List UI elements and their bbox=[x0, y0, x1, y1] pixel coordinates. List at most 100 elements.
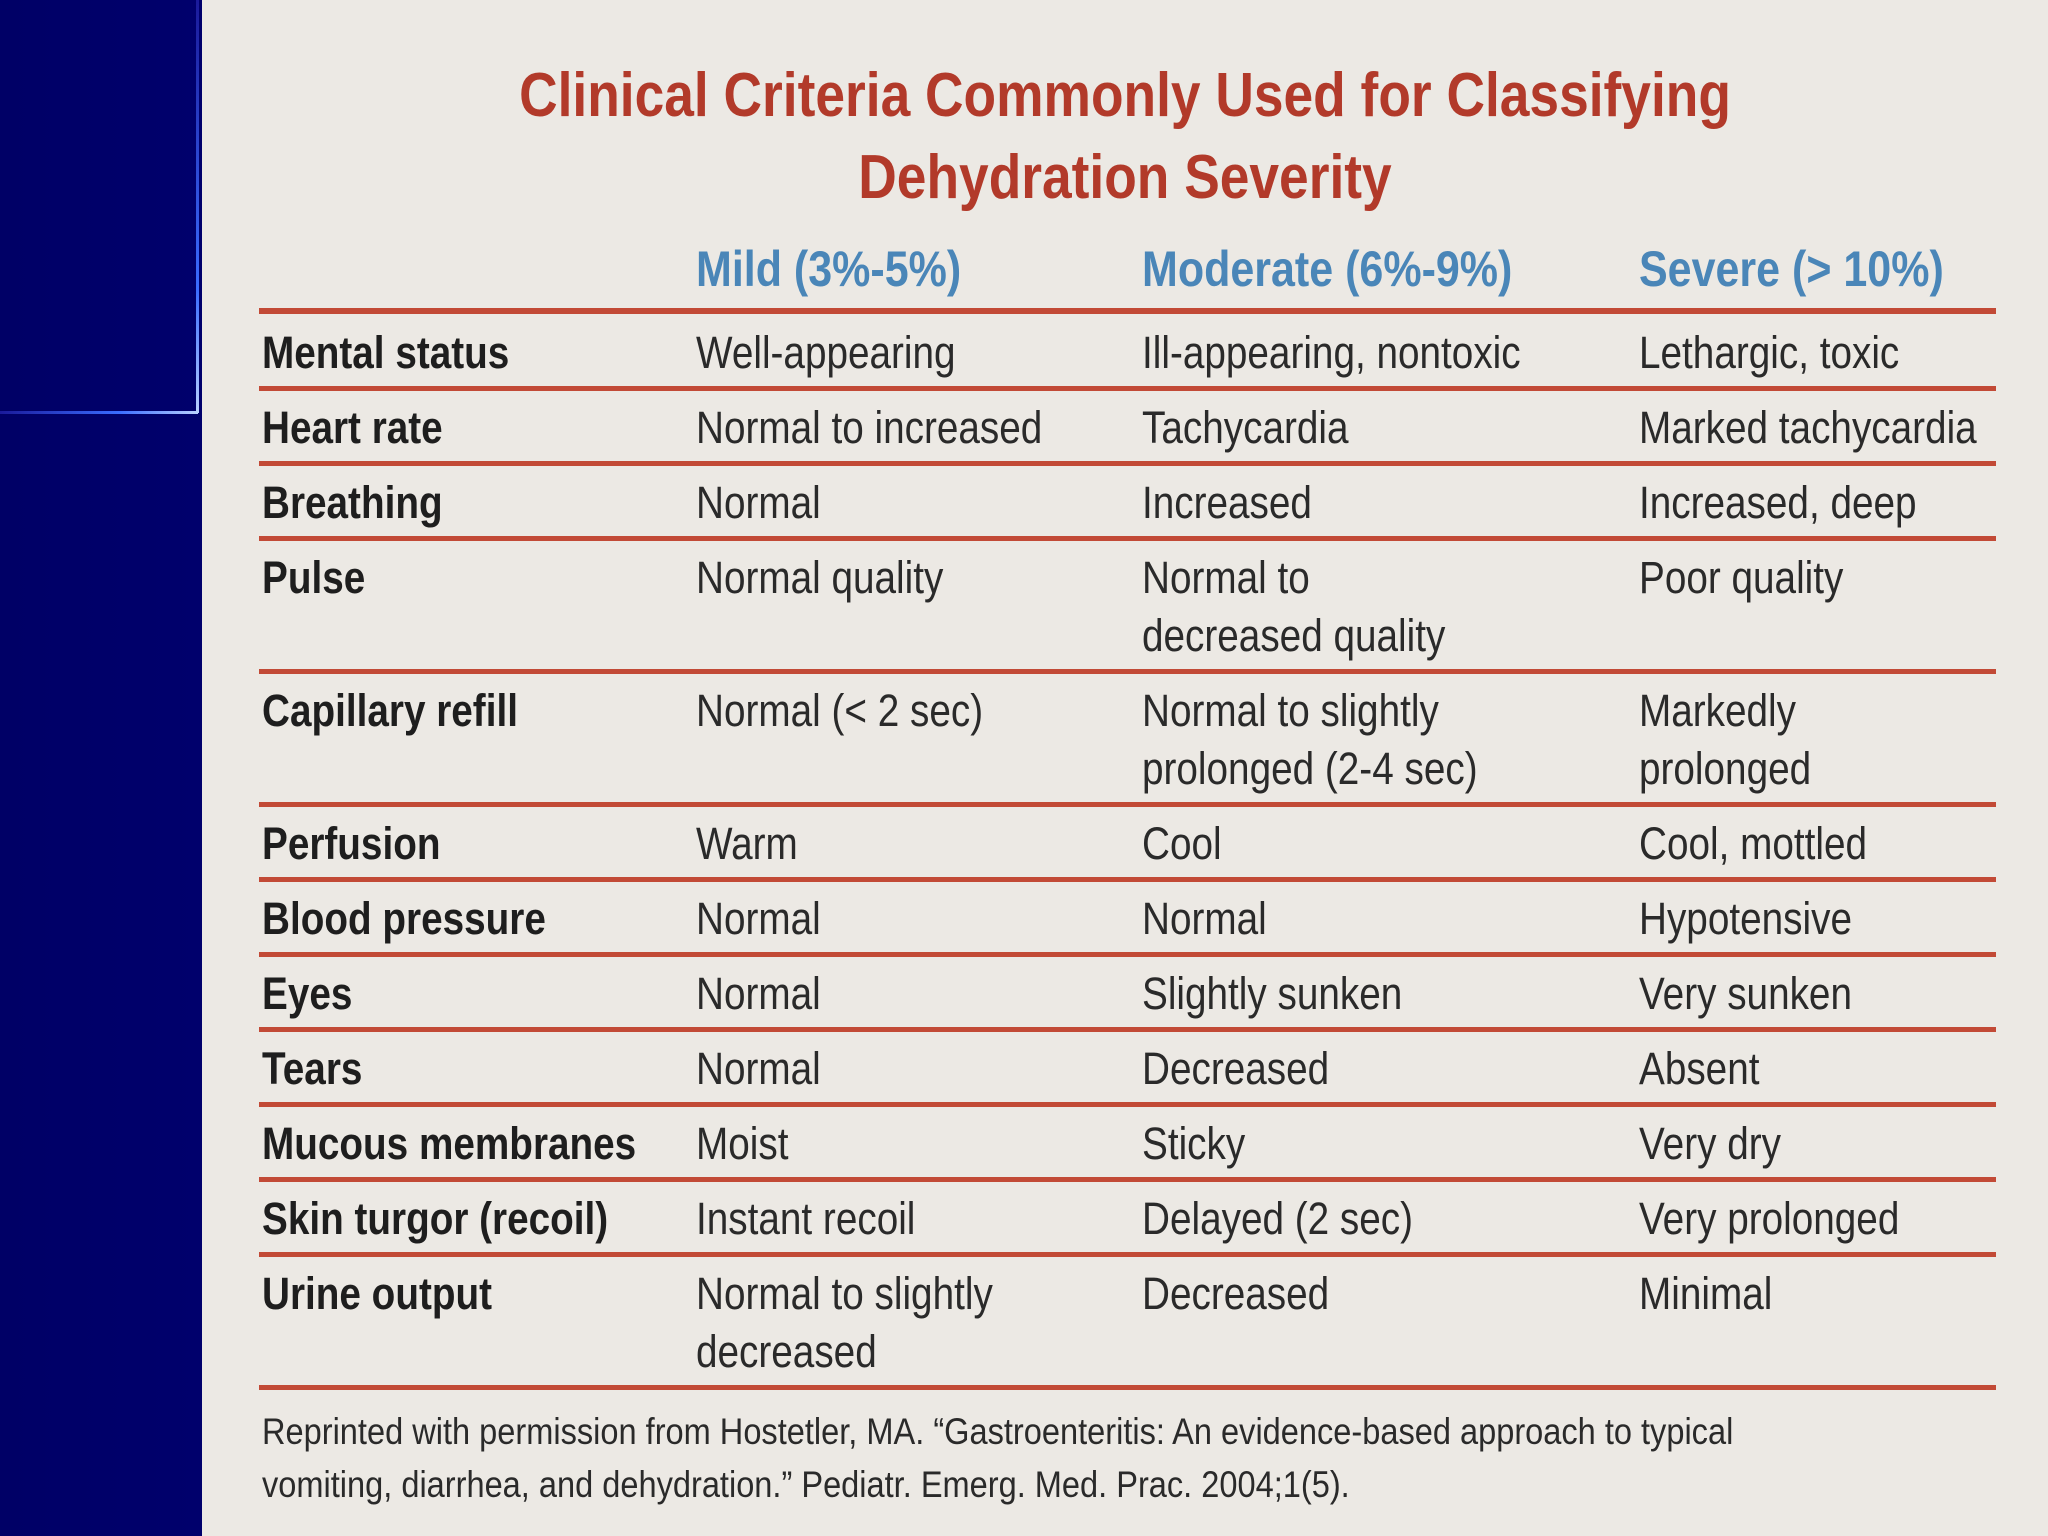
row-divider bbox=[259, 461, 1996, 466]
cell-moderate: Increased bbox=[1142, 474, 1312, 532]
cell-severe: Lethargic, toxic bbox=[1639, 324, 1899, 382]
cell-line: Normal bbox=[696, 1043, 821, 1094]
cell-line: Delayed (2 sec) bbox=[1142, 1193, 1414, 1244]
cell-moderate: Slightly sunken bbox=[1142, 965, 1402, 1023]
cell-line: Decreased bbox=[1142, 1043, 1330, 1094]
cell-line: Normal quality bbox=[696, 552, 944, 603]
cell-line: Very sunken bbox=[1639, 968, 1852, 1019]
cell-line: Cool bbox=[1142, 818, 1222, 869]
column-header-moderate: Moderate (6%-9%) bbox=[1142, 241, 1513, 297]
cell-line: Normal bbox=[696, 968, 821, 1019]
row-label: Pulse bbox=[262, 552, 366, 603]
cell-moderate: Decreased bbox=[1142, 1040, 1329, 1098]
cell-moderate: Decreased bbox=[1142, 1265, 1329, 1323]
cell-mild: Normal to increased bbox=[696, 399, 1042, 457]
cell-mild: Normal bbox=[696, 474, 821, 532]
cell-severe: Very sunken bbox=[1639, 965, 1852, 1023]
cell-mild: Warm bbox=[696, 815, 798, 873]
table-title: Clinical Criteria Commonly Used for Clas… bbox=[331, 55, 1919, 219]
cell-line: Marked tachycardia bbox=[1639, 402, 1977, 453]
row-label: Urine output bbox=[262, 1268, 493, 1319]
cell-severe: Very prolonged bbox=[1639, 1190, 1899, 1248]
cell-line: Normal to bbox=[1142, 552, 1310, 603]
row-divider bbox=[259, 386, 1996, 391]
cell-line: Moist bbox=[696, 1118, 789, 1169]
cell-severe: Cool, mottled bbox=[1639, 815, 1867, 873]
header-rule bbox=[259, 308, 1996, 314]
title-line-1: Clinical Criteria Commonly Used for Clas… bbox=[519, 61, 1731, 130]
cell-line: Minimal bbox=[1639, 1268, 1773, 1319]
cell-mild: Moist bbox=[696, 1115, 788, 1173]
cell-moderate: Tachycardia bbox=[1142, 399, 1349, 457]
cell-line: Absent bbox=[1639, 1043, 1760, 1094]
cell-moderate: Delayed (2 sec) bbox=[1142, 1190, 1413, 1248]
footnote-line-2: vomiting, diarrhea, and dehydration.” Pe… bbox=[262, 1464, 1350, 1505]
cell-severe: Poor quality bbox=[1639, 549, 1843, 607]
row-divider bbox=[259, 536, 1996, 541]
cell-severe: Markedly prolonged bbox=[1639, 682, 1811, 798]
column-header-mild: Mild (3%-5%) bbox=[696, 241, 962, 297]
footnote-line-1: Reprinted with permission from Hostetler… bbox=[262, 1411, 1734, 1452]
cell-line: Ill-appearing, nontoxic bbox=[1142, 327, 1521, 378]
row-divider bbox=[259, 802, 1996, 807]
cell-mild: Normal (< 2 sec) bbox=[696, 682, 983, 740]
row-label: Mental status bbox=[262, 327, 510, 378]
cell-line: Normal to increased bbox=[696, 402, 1043, 453]
title-line-2: Dehydration Severity bbox=[858, 143, 1392, 212]
cell-line: Well-appearing bbox=[696, 327, 956, 378]
row-divider bbox=[259, 877, 1996, 882]
cell-line: prolonged bbox=[1639, 743, 1812, 794]
cell-severe: Minimal bbox=[1639, 1265, 1772, 1323]
cell-severe: Marked tachycardia bbox=[1639, 399, 1977, 457]
row-label: Perfusion bbox=[262, 818, 441, 869]
cell-line: Decreased bbox=[1142, 1268, 1330, 1319]
row-label: Tears bbox=[262, 1043, 363, 1094]
cell-line: Normal (< 2 sec) bbox=[696, 685, 984, 736]
row-label: Capillary refill bbox=[262, 685, 518, 736]
row-divider bbox=[259, 1027, 1996, 1032]
cell-line: Instant recoil bbox=[696, 1193, 916, 1244]
row-label: Mucous membranes bbox=[262, 1118, 637, 1169]
cell-mild: Well-appearing bbox=[696, 324, 956, 382]
cell-moderate: Normal to slightly prolonged (2-4 sec) bbox=[1142, 682, 1478, 798]
table-panel: Clinical Criteria Commonly Used for Clas… bbox=[202, 0, 2048, 1536]
cell-line: Normal bbox=[1142, 893, 1267, 944]
cell-severe: Very dry bbox=[1639, 1115, 1781, 1173]
cell-mild: Normal bbox=[696, 1040, 821, 1098]
cell-line: Cool, mottled bbox=[1639, 818, 1868, 869]
row-label: Heart rate bbox=[262, 402, 443, 453]
row-divider bbox=[259, 1177, 1996, 1182]
footnote: Reprinted with permission from Hostetler… bbox=[262, 1405, 1733, 1511]
row-label: Breathing bbox=[262, 477, 443, 528]
cell-line: Poor quality bbox=[1639, 552, 1844, 603]
cell-line: Lethargic, toxic bbox=[1639, 327, 1900, 378]
cell-moderate: Normal bbox=[1142, 890, 1267, 948]
cell-moderate: Sticky bbox=[1142, 1115, 1245, 1173]
accent-horizontal-line bbox=[0, 411, 198, 414]
cell-mild: Normal to slightly decreased bbox=[696, 1265, 993, 1381]
cell-mild: Normal bbox=[696, 890, 821, 948]
cell-line: prolonged (2-4 sec) bbox=[1142, 743, 1478, 794]
row-divider bbox=[259, 952, 1996, 957]
cell-line: Very prolonged bbox=[1639, 1193, 1900, 1244]
row-label: Blood pressure bbox=[262, 893, 546, 944]
cell-line: Hypotensive bbox=[1639, 893, 1852, 944]
row-divider bbox=[259, 1252, 1996, 1257]
cell-line: Increased bbox=[1142, 477, 1312, 528]
cell-line: Increased, deep bbox=[1639, 477, 1917, 528]
cell-line: Sticky bbox=[1142, 1118, 1246, 1169]
cell-moderate: Ill-appearing, nontoxic bbox=[1142, 324, 1521, 382]
cell-line: Normal to slightly bbox=[696, 1268, 993, 1319]
row-divider bbox=[259, 669, 1996, 674]
cell-line: Normal bbox=[696, 477, 821, 528]
cell-line: Markedly bbox=[1639, 685, 1797, 736]
row-label: Skin turgor (recoil) bbox=[262, 1193, 609, 1244]
cell-line: Normal to slightly bbox=[1142, 685, 1439, 736]
cell-mild: Instant recoil bbox=[696, 1190, 915, 1248]
cell-line: decreased bbox=[696, 1326, 877, 1377]
cell-line: Tachycardia bbox=[1142, 402, 1349, 453]
cell-line: Slightly sunken bbox=[1142, 968, 1403, 1019]
cell-mild: Normal quality bbox=[696, 549, 943, 607]
row-label: Eyes bbox=[262, 968, 353, 1019]
cell-line: Warm bbox=[696, 818, 798, 869]
